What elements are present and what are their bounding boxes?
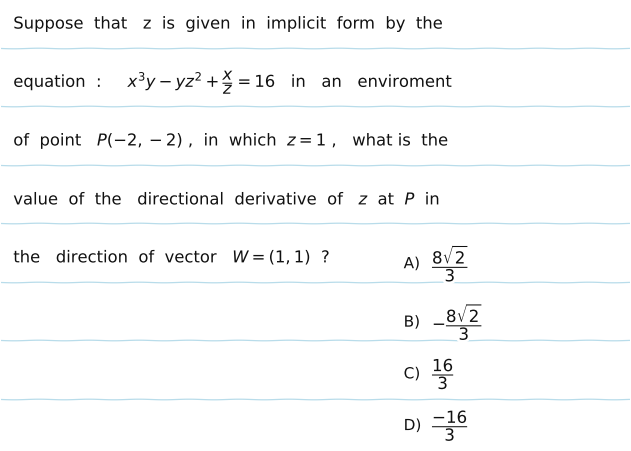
Text: D): D) [404,418,422,433]
Text: of  point   $P(-2, -2)$ ,  in  which  $z = 1$ ,   what is  the: of point $P(-2, -2)$ , in which $z = 1$ … [13,132,449,151]
Text: equation  :     $x^3y - yz^2 + \dfrac{x}{z} = 16$   in   an   enviroment: equation : $x^3y - yz^2 + \dfrac{x}{z} =… [13,69,453,96]
Text: $\dfrac{16}{3}$: $\dfrac{16}{3}$ [432,356,455,391]
Text: Suppose  that   z  is  given  in  implicit  form  by  the: Suppose that z is given in implicit form… [13,17,444,32]
Text: C): C) [404,366,420,382]
Text: the   direction  of  vector   $W= (1,1)$  ?: the direction of vector $W= (1,1)$ ? [13,249,330,267]
Text: value  of  the   directional  derivative  of   $z$  at  $P$  in: value of the directional derivative of $… [13,191,440,207]
Text: $-\dfrac{8\sqrt{2}}{3}$: $-\dfrac{8\sqrt{2}}{3}$ [432,302,483,342]
Text: A): A) [404,256,420,271]
Text: $\dfrac{8\sqrt{2}}{3}$: $\dfrac{8\sqrt{2}}{3}$ [432,244,469,284]
Text: B): B) [404,315,420,330]
Text: $\dfrac{-16}{3}$: $\dfrac{-16}{3}$ [432,408,469,443]
